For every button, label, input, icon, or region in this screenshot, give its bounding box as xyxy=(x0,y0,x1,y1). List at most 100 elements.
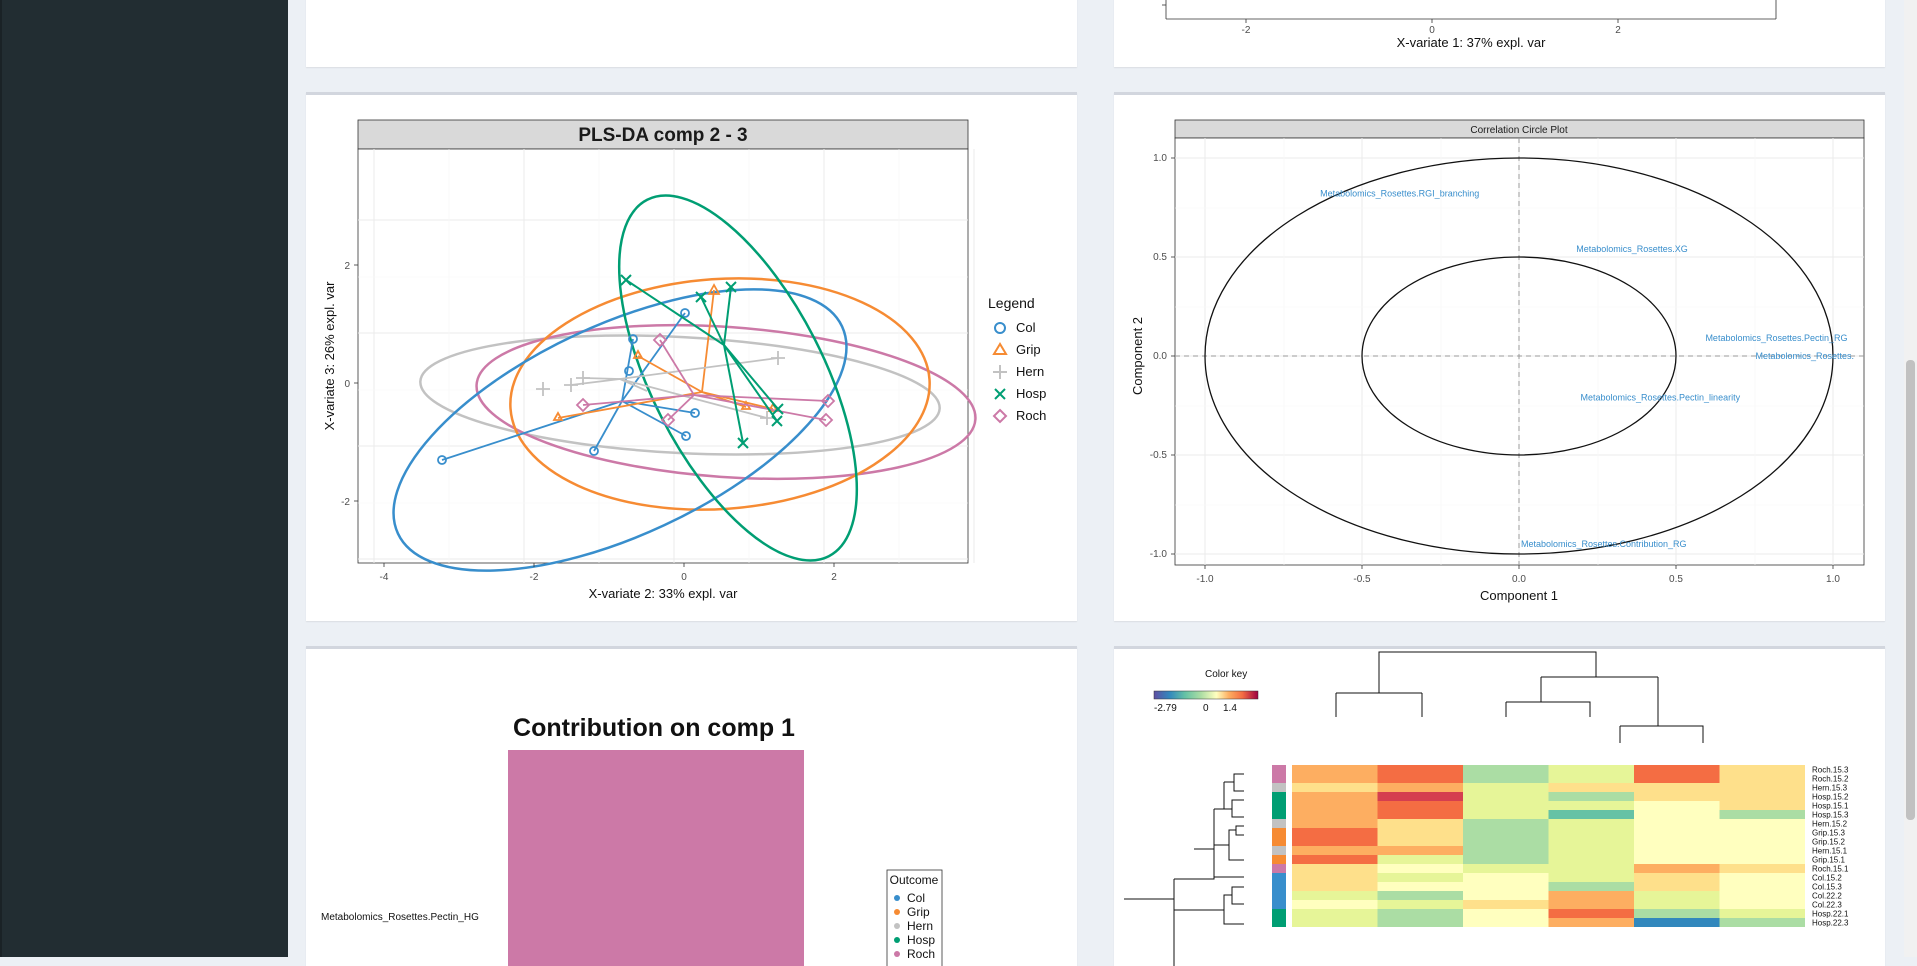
x-tick: -4 xyxy=(380,572,389,583)
row-side-color xyxy=(1272,837,1286,846)
row-side-color xyxy=(1272,801,1286,810)
row-side-color xyxy=(1272,891,1286,900)
heatmap-cell xyxy=(1548,801,1634,810)
heatmap-cell xyxy=(1548,855,1634,864)
heatmap-cell xyxy=(1463,846,1549,855)
x-tick: -2 xyxy=(1242,25,1251,36)
heatmap-cell xyxy=(1377,891,1463,900)
legend-label: Col xyxy=(1016,320,1036,335)
heatmap-cell xyxy=(1377,792,1463,801)
heatmap-cell xyxy=(1463,828,1549,837)
heatmap-cell xyxy=(1463,918,1549,927)
circle-icon xyxy=(994,322,1006,334)
variable-label: Metabolomics_Rosettes.RGI_branching xyxy=(1320,189,1479,199)
legend-dot-icon xyxy=(894,909,900,915)
y-axis-label: Component 2 xyxy=(1130,317,1145,395)
variable-labels: Metabolomics_Rosettes.RGI_branching Metab… xyxy=(1320,189,1854,549)
heatmap-cell xyxy=(1292,900,1378,909)
legend-label: Hern xyxy=(907,919,933,933)
ellipse-hosp xyxy=(617,194,859,562)
color-key-title: Color key xyxy=(1205,669,1247,680)
legend-label: Roch xyxy=(907,947,935,961)
heatmap-cell xyxy=(1377,846,1463,855)
y-tick: -1.0 xyxy=(1150,549,1168,560)
heatmap-cell xyxy=(1377,801,1463,810)
row-label: Col.22.2 xyxy=(1812,892,1842,901)
heatmap-cell xyxy=(1634,792,1720,801)
heatmap-cell xyxy=(1463,900,1549,909)
heatmap-cell xyxy=(1548,792,1634,801)
heatmap-cell xyxy=(1292,855,1378,864)
plot-box-top-left xyxy=(306,0,1077,67)
heatmap-cell xyxy=(1548,909,1634,918)
heatmap-cell xyxy=(1377,864,1463,873)
plus-icon xyxy=(993,365,1007,379)
legend-dot-icon xyxy=(894,951,900,957)
heatmap-cell xyxy=(1634,837,1720,846)
heatmap-cell xyxy=(1719,918,1805,927)
heatmap-cell xyxy=(1719,882,1805,891)
row-side-color xyxy=(1272,810,1286,819)
heatmap-cell xyxy=(1377,828,1463,837)
heatmap-cell xyxy=(1634,765,1720,774)
plot-title: PLS-DA comp 2 - 3 xyxy=(578,125,747,146)
row-label: Hern.15.1 xyxy=(1812,847,1848,856)
heatmap-cell xyxy=(1292,837,1378,846)
row-label: Col.15.3 xyxy=(1812,883,1842,892)
heatmap-cell xyxy=(1719,873,1805,882)
heatmap-cell xyxy=(1377,810,1463,819)
heatmap-cell xyxy=(1719,828,1805,837)
heatmap-cell xyxy=(1634,891,1720,900)
legend-dot-icon xyxy=(894,895,900,901)
color-key-tick: 1.4 xyxy=(1223,703,1237,714)
heatmap-cell xyxy=(1463,837,1549,846)
heatmap-cell xyxy=(1292,819,1378,828)
heatmap-cell xyxy=(1719,765,1805,774)
heatmap-cell xyxy=(1719,819,1805,828)
row-dendrogram xyxy=(1124,773,1244,966)
heatmap-cell xyxy=(1292,828,1378,837)
heatmap-cell xyxy=(1377,783,1463,792)
row-label: Grip.15.1 xyxy=(1812,856,1845,865)
plot-box-top-right: -2 0 2 X-variate 1: 37% expl. var xyxy=(1114,0,1885,67)
row-side-color xyxy=(1272,882,1286,891)
x-tick: -1.0 xyxy=(1196,574,1214,585)
legend-dot-icon xyxy=(894,937,900,943)
variable-label: Metabolomics_Rosettes.Pectin_RG xyxy=(1705,333,1847,343)
heatmap-cell xyxy=(1292,864,1378,873)
heatmap-cell xyxy=(1548,819,1634,828)
legend-item-hern: Hern xyxy=(993,364,1044,379)
heatmap-cell xyxy=(1292,882,1378,891)
heatmap-cell xyxy=(1719,846,1805,855)
row-side-color xyxy=(1272,819,1286,828)
row-label: Roch.15.2 xyxy=(1812,775,1849,784)
row-label: Grip.15.3 xyxy=(1812,829,1845,838)
plsda-plot: PLS-DA comp 2 - 3 xyxy=(322,119,1046,601)
x-tick: 0 xyxy=(1429,25,1435,36)
legend-label: Hosp xyxy=(907,933,935,947)
row-label: Grip.15.2 xyxy=(1812,838,1845,847)
legend-item-col: Col xyxy=(994,320,1036,335)
x-tick: 0.5 xyxy=(1669,574,1683,585)
legend-label: Col xyxy=(907,891,925,905)
heatmap-cell xyxy=(1719,774,1805,783)
row-label: Roch.15.3 xyxy=(1812,766,1849,775)
heatmap-cell xyxy=(1634,783,1720,792)
heatmap-rows: Roch.15.3Roch.15.2Hern.15.3Hosp.15.2Hosp… xyxy=(1272,765,1849,928)
x-tick: -2 xyxy=(530,572,539,583)
heatmap-cell xyxy=(1463,855,1549,864)
legend-label: Grip xyxy=(907,905,930,919)
page-scrollbar[interactable] xyxy=(1904,0,1917,957)
heatmap-cell xyxy=(1463,909,1549,918)
x-tick: 0 xyxy=(681,572,687,583)
heatmap-cell xyxy=(1463,864,1549,873)
heatmap-cell xyxy=(1548,837,1634,846)
x-tick: 2 xyxy=(1615,25,1621,36)
heatmap-cell xyxy=(1548,783,1634,792)
row-label: Hosp.15.1 xyxy=(1812,802,1849,811)
ellipse-grip xyxy=(509,277,931,511)
heatmap-cell xyxy=(1548,765,1634,774)
scrollbar-thumb[interactable] xyxy=(1906,360,1915,820)
contribution-plot-box: Contribution on comp 1 Metabolomics_Rose… xyxy=(306,646,1077,966)
heatmap-cell xyxy=(1292,801,1378,810)
